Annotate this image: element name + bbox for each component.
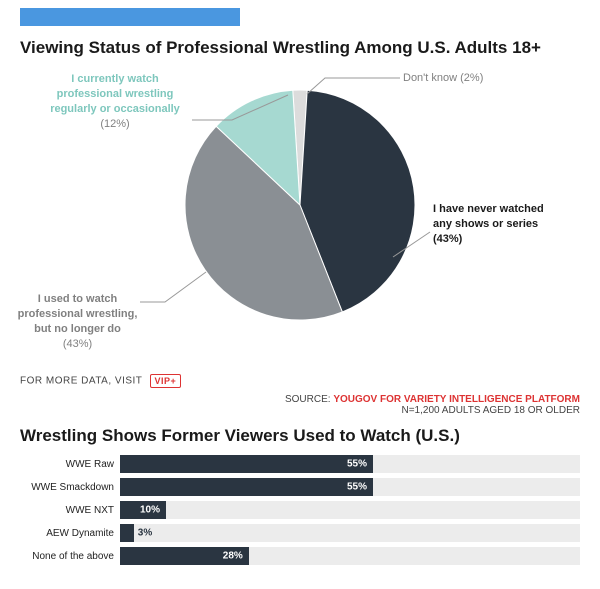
bar-fill: 28%	[120, 547, 249, 565]
source-name: YOUGOV FOR VARIETY INTELLIGENCE PLATFORM	[333, 394, 580, 405]
bar-track: 55%	[120, 478, 580, 496]
pie-label-pct: (12%)	[100, 118, 129, 130]
pie-svg	[185, 90, 415, 320]
pie-label-text: I have never watched any shows or series	[433, 203, 544, 230]
bar-pct: 28%	[223, 551, 243, 562]
bar-fill	[120, 524, 134, 542]
bar-label: None of the above	[20, 551, 120, 562]
pie-chart-title: Viewing Status of Professional Wrestling…	[20, 38, 580, 58]
bar-track: 3%	[120, 524, 580, 542]
source-n: N=1,200 ADULTS AGED 18 OR OLDER	[20, 405, 580, 416]
bar-label: WWE NXT	[20, 505, 120, 516]
bar-track: 28%	[120, 547, 580, 565]
bar-pct: 10%	[140, 505, 160, 516]
bar-chart: WWE Raw 55% WWE Smackdown 55% WWE NXT 10% AEW …	[20, 454, 580, 566]
source-prefix: SOURCE:	[285, 394, 331, 405]
bar-label: WWE Raw	[20, 459, 120, 470]
pie-label-dont-know: Don't know (2%)	[403, 71, 483, 86]
pie-label-used-to: I used to watch professional wrestling, …	[15, 292, 140, 351]
pie-label-text: I used to watch professional wrestling, …	[18, 293, 138, 335]
bar-row: WWE NXT 10%	[20, 500, 580, 520]
bar-row: WWE Raw 55%	[20, 454, 580, 474]
pie-label-text: Don't know	[403, 72, 457, 84]
bar-pct: 3%	[138, 528, 152, 539]
pie-label-text: I currently watch professional wrestling…	[50, 73, 180, 115]
bar-track: 55%	[120, 455, 580, 473]
bar-label: AEW Dynamite	[20, 528, 120, 539]
bar-fill: 10%	[120, 501, 166, 519]
bar-row: AEW Dynamite 3%	[20, 523, 580, 543]
bar-label: WWE Smackdown	[20, 482, 120, 493]
pie-label-currently: I currently watch professional wrestling…	[40, 72, 190, 131]
source-line: SOURCE: YOUGOV FOR VARIETY INTELLIGENCE …	[20, 394, 580, 416]
pie-label-pct: (43%)	[433, 233, 462, 245]
bar-fill: 55%	[120, 478, 373, 496]
pie-label-pct: (2%)	[460, 72, 483, 84]
pie-label-pct: (43%)	[63, 338, 92, 350]
more-data-prefix: FOR MORE DATA, VISIT	[20, 376, 142, 387]
vip-badge: VIP+	[150, 374, 182, 388]
bar-pct: 55%	[347, 459, 367, 470]
pie-chart: Don't know (2%) I currently watch profes…	[20, 72, 580, 362]
more-data-line: FOR MORE DATA, VISIT VIP+	[20, 374, 580, 388]
bar-row: None of the above 28%	[20, 546, 580, 566]
bar-row: WWE Smackdown 55%	[20, 477, 580, 497]
bar-pct: 55%	[347, 482, 367, 493]
header-accent-bar	[20, 8, 240, 26]
bar-track: 10%	[120, 501, 580, 519]
bar-fill: 55%	[120, 455, 373, 473]
pie-label-never: I have never watched any shows or series…	[433, 202, 548, 247]
bar-chart-title: Wrestling Shows Former Viewers Used to W…	[20, 426, 580, 446]
